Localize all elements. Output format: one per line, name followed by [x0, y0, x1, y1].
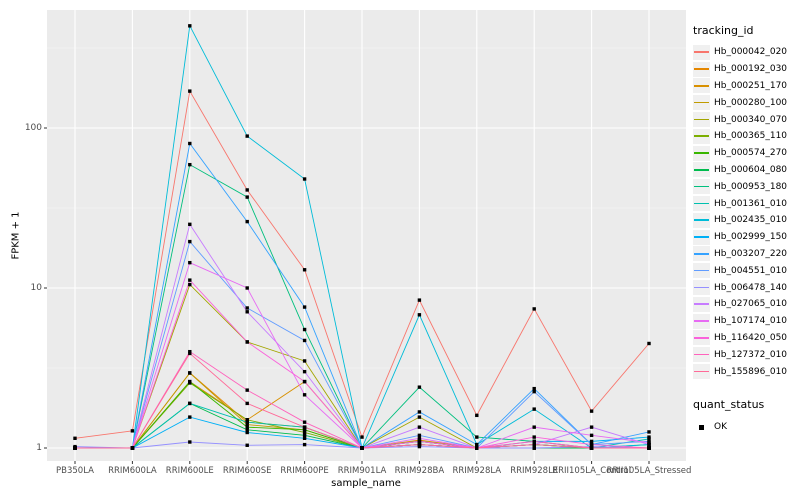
- x-axis-title: sample_name: [331, 478, 401, 489]
- legend-item-label: Hb_127372_010: [714, 349, 788, 360]
- legend-tracking-id: tracking_id Hb_000042_020 Hb_000192_030 Hb…: [693, 24, 799, 380]
- x-tick-label: RRII105LA_Control: [552, 466, 631, 476]
- legend-item-Hb_004551_010: Hb_004551_010: [693, 262, 799, 279]
- legend-item-Hb_107174_010: Hb_107174_010: [693, 313, 799, 330]
- x-tick-label: RRIM928LE: [510, 466, 559, 476]
- x-tick-label: RRIM600PE: [280, 466, 329, 476]
- legend-item-label: Hb_000574_270: [714, 148, 788, 159]
- legend-item-Hb_002999_150: Hb_002999_150: [693, 229, 799, 246]
- x-tick-label: RRIM928BA: [394, 466, 445, 476]
- legend-item-label: Hb_107174_010: [714, 316, 788, 327]
- y-tick-label: 100: [24, 123, 42, 133]
- legend-item-label: Hb_000953_180: [714, 181, 788, 192]
- legend-key-swatch-icon: [693, 313, 710, 329]
- plot-panel: [47, 10, 686, 461]
- legend-item-label: Hb_000604_080: [714, 164, 788, 175]
- legend-key-swatch-icon: [693, 364, 710, 380]
- legend-title-tracking-id: tracking_id: [693, 24, 754, 37]
- x-tick-label: RRIM901LA: [337, 466, 387, 476]
- legend-item-label: Hb_116420_050: [714, 332, 788, 343]
- y-tick-label: 10: [30, 283, 42, 293]
- legend-item-Hb_155896_010: Hb_155896_010: [693, 363, 799, 380]
- y-axis-title: FPKM + 1: [10, 211, 22, 260]
- legend-item-label: Hb_000042_020: [714, 47, 788, 58]
- legend-item-label: Hb_000251_170: [714, 80, 788, 91]
- legend-item-label: Hb_000365_110: [714, 131, 788, 142]
- legend-item-label: Hb_000280_100: [714, 97, 788, 108]
- legend-item-label: Hb_155896_010: [714, 366, 788, 377]
- legend-item-list: Hb_000042_020 Hb_000192_030 Hb_000251_170 H…: [693, 44, 799, 380]
- legend-key-swatch-icon: [693, 296, 710, 312]
- legend-item-label: Hb_001361_010: [714, 198, 788, 209]
- y-tick-label: 1: [36, 443, 42, 453]
- legend-item-label: Hb_027065_010: [714, 299, 788, 310]
- legend-item-Hb_000192_030: Hb_000192_030: [693, 61, 799, 78]
- legend-key-swatch-icon: [693, 44, 710, 60]
- legend-item-Hb_000280_100: Hb_000280_100: [693, 94, 799, 111]
- legend-item-label: Hb_000192_030: [714, 64, 788, 75]
- legend-item-Hb_000365_110: Hb_000365_110: [693, 128, 799, 145]
- legend-item-Hb_003207_220: Hb_003207_220: [693, 246, 799, 263]
- legend-item-Hb_127372_010: Hb_127372_010: [693, 346, 799, 363]
- legend-key-swatch-icon: [693, 280, 710, 296]
- legend-item-Hb_000042_020: Hb_000042_020: [693, 44, 799, 61]
- legend-key-swatch-icon: [693, 179, 710, 195]
- legend-item-Hb_000953_180: Hb_000953_180: [693, 178, 799, 195]
- legend-item-Hb_027065_010: Hb_027065_010: [693, 296, 799, 313]
- legend-item-Hb_116420_050: Hb_116420_050: [693, 330, 799, 347]
- legend-key-swatch-icon: [693, 263, 710, 279]
- legend-title-quant-status: quant_status: [693, 398, 765, 411]
- legend-item-Hb_002435_010: Hb_002435_010: [693, 212, 799, 229]
- legend-key-swatch-icon: [693, 212, 710, 228]
- legend-item-label: Hb_000340_070: [714, 114, 788, 125]
- legend-item-Hb_000251_170: Hb_000251_170: [693, 78, 799, 95]
- legend-item-label: Hb_003207_220: [714, 248, 788, 259]
- legend-quant-status: quant_status OK: [693, 398, 799, 436]
- legend-key-swatch-icon: [693, 162, 710, 178]
- legend-key-swatch-icon: [693, 61, 710, 77]
- x-tick-label: RRII105LA_Stressed: [606, 466, 692, 476]
- legend-key-swatch-icon: [693, 145, 710, 161]
- legend-item-label: Hb_002435_010: [714, 215, 788, 226]
- legend-item-Hb_000604_080: Hb_000604_080: [693, 162, 799, 179]
- legend-key-swatch-icon: [693, 347, 710, 363]
- legend-item-Hb_000340_070: Hb_000340_070: [693, 111, 799, 128]
- legend-key-swatch-icon: [693, 246, 710, 262]
- legend-item-Hb_001361_010: Hb_001361_010: [693, 195, 799, 212]
- ok-point-icon: [693, 419, 710, 435]
- legend-item-Hb_006478_140: Hb_006478_140: [693, 279, 799, 296]
- legend-item-Hb_000574_270: Hb_000574_270: [693, 145, 799, 162]
- x-tick-label: PB350LA: [56, 466, 94, 476]
- legend-item-label: Hb_004551_010: [714, 265, 788, 276]
- legend-key-swatch-icon: [693, 330, 710, 346]
- legend-key-swatch-icon: [693, 128, 710, 144]
- x-tick-label: RRIM928LA: [452, 466, 502, 476]
- legend-item-label: Hb_006478_140: [714, 282, 788, 293]
- legend-key-swatch-icon: [693, 196, 710, 212]
- legend-item-label: Hb_002999_150: [714, 232, 788, 243]
- legend-key-swatch-icon: [693, 112, 710, 128]
- x-tick-label: RRIM600LA: [108, 466, 157, 476]
- legend-key-swatch-icon: [693, 95, 710, 111]
- legend-key-swatch-icon: [693, 229, 710, 245]
- legend-key-swatch-icon: [693, 78, 710, 94]
- legend-item-ok: OK: [693, 418, 799, 436]
- x-tick-label: RRIM600SE: [222, 466, 272, 476]
- x-tick-label: RRIM600LE: [165, 466, 214, 476]
- legend-item-label: OK: [714, 422, 727, 432]
